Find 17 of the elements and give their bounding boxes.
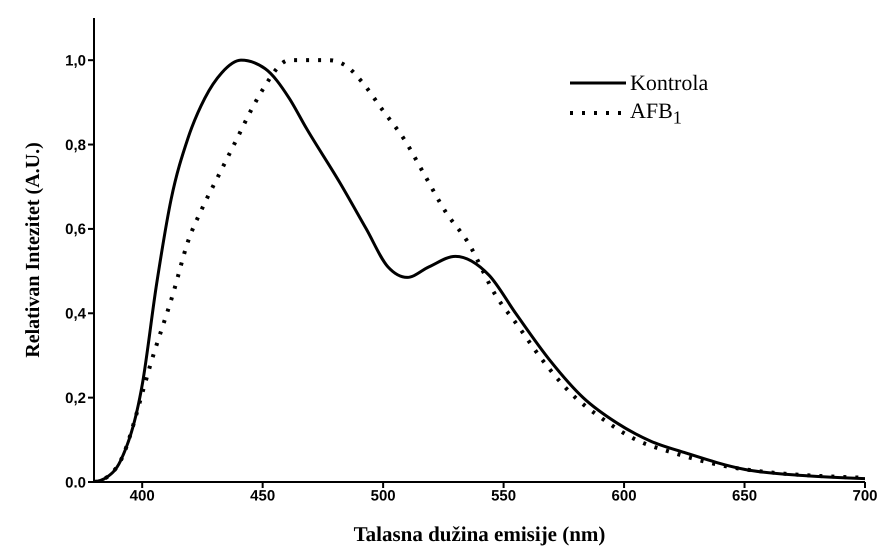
y-tick-label: 0,2 [65, 390, 86, 407]
legend-label: Kontrola [630, 70, 708, 96]
y-tick-label: 0,6 [65, 221, 86, 238]
x-tick-label: 450 [250, 488, 276, 505]
y-tick-label: 0.0 [65, 474, 86, 492]
x-tick-label: 500 [370, 488, 396, 505]
x-tick-label: 550 [491, 488, 516, 505]
y-axis-title: Relativan Intezitet (A.U.) [22, 142, 44, 358]
x-tick-label: 400 [130, 488, 155, 505]
x-tick-label: 600 [612, 488, 637, 505]
x-tick-label: 650 [732, 488, 758, 505]
x-tick-label: 700 [852, 488, 878, 505]
x-axis-title: Talasna dužina emisije (nm) [354, 522, 606, 546]
legend-label: AFB$_{1}$ [630, 98, 682, 128]
y-tick-label: 0,8 [65, 136, 86, 154]
y-tick-label: 1,0 [65, 52, 86, 70]
y-tick-label: 0,4 [65, 306, 87, 323]
